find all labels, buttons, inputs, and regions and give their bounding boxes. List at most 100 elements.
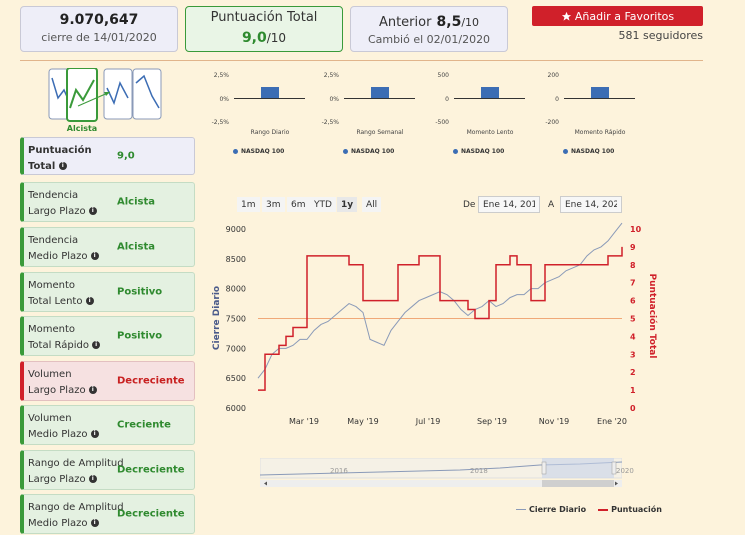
indicator-value: Decreciente	[117, 508, 185, 520]
indicator-card[interactable]: Tendencia Largo Plazo i Alcista	[20, 182, 195, 222]
range-button[interactable]: All	[362, 197, 382, 212]
score-box: Puntuación Total 9,0/10	[185, 6, 343, 52]
legend-score-label: Puntuación	[611, 505, 662, 514]
indicator-label-line1: Volumen	[28, 369, 72, 380]
mini-legend-label: NASDAQ 100	[461, 148, 505, 155]
legend-close-swatch	[516, 509, 526, 510]
y-tick-label: 6500	[226, 374, 246, 383]
info-icon[interactable]: i	[88, 386, 97, 394]
y-right-tick-label: 8	[630, 261, 636, 270]
indicator-label: Puntuación Total i	[28, 143, 92, 175]
close-date: cierre de 14/01/2020	[41, 31, 157, 44]
previous-label: Anterior	[378, 15, 432, 30]
mini-legend[interactable]: NASDAQ 100	[563, 148, 614, 155]
indicator-card[interactable]: Rango de Amplitud Largo Plazo i Decrecient…	[20, 450, 195, 490]
legend-close[interactable]: Cierre Diario	[516, 505, 586, 514]
y-right-tick-label: 1	[630, 386, 636, 395]
to-date-input[interactable]	[560, 196, 622, 213]
legend-close-label: Cierre Diario	[529, 505, 587, 514]
navigator-label-2020: 2020	[616, 467, 634, 475]
info-icon[interactable]: i	[90, 519, 99, 527]
indicator-label-line2: Medio Plazo	[28, 251, 88, 262]
close-box: 9.070,647 cierre de 14/01/2020	[20, 6, 178, 52]
mini-tick-mid: 0%	[329, 96, 339, 103]
y-right-tick-label: 7	[630, 279, 636, 288]
info-icon[interactable]: i	[58, 162, 67, 170]
y-tick-label: 8000	[226, 285, 246, 294]
indicator-value: Positivo	[117, 286, 163, 298]
main-legend: Cierre Diario Puntuación	[516, 505, 662, 514]
mini-chart-title: Momento Lento	[467, 129, 514, 136]
info-icon[interactable]: i	[90, 430, 99, 438]
indicator-card[interactable]: Momento Total Lento i Positivo	[20, 272, 195, 312]
indicator-label-line1: Puntuación	[28, 145, 92, 156]
indicator-card[interactable]: Puntuación Total i 9,0	[20, 137, 195, 175]
previous-suffix: /10	[461, 16, 480, 29]
indicator-value: Decreciente	[117, 375, 185, 387]
mini-bar-positive	[481, 87, 499, 98]
indicator-value: 9,0	[117, 150, 135, 162]
mini-legend[interactable]: NASDAQ 100	[453, 148, 504, 155]
mini-chart: 200 0 -200 Momento Rápido	[545, 72, 635, 136]
mini-tick-mid: 0%	[219, 96, 229, 103]
range-button[interactable]: 6m	[287, 197, 310, 212]
info-icon[interactable]: i	[88, 475, 97, 483]
indicator-label-line1: Rango de Amplitud	[28, 458, 124, 469]
from-date-input[interactable]	[478, 196, 540, 213]
indicator-value: Creciente	[117, 419, 171, 431]
indicator-label-line2: Largo Plazo	[28, 206, 86, 217]
indicator-label-line1: Volumen	[28, 413, 72, 424]
mini-chart-title: Momento Rápido	[575, 129, 626, 136]
mini-tick-top: 200	[548, 72, 560, 79]
mini-tick-mid: 0	[555, 96, 559, 103]
y-right-tick-label: 0	[630, 404, 636, 413]
indicator-value: Alcista	[117, 196, 156, 208]
add-favorites-button[interactable]: Añadir a Favoritos	[532, 6, 703, 26]
indicator-card[interactable]: Volumen Medio Plazo i Creciente	[20, 405, 195, 445]
indicator-card[interactable]: Rango de Amplitud Medio Plazo i Decrecient…	[20, 494, 195, 534]
indicator-label: Tendencia Medio Plazo i	[28, 233, 99, 265]
score-label: Puntuación Total	[210, 10, 318, 25]
mini-legend-label: NASDAQ 100	[571, 148, 615, 155]
score-series-line	[258, 246, 623, 391]
mini-legend[interactable]: NASDAQ 100	[343, 148, 394, 155]
indicator-card[interactable]: Volumen Largo Plazo i Decreciente	[20, 361, 195, 401]
mini-legend[interactable]: NASDAQ 100	[233, 148, 284, 155]
indicator-label-line2: Largo Plazo	[28, 385, 86, 396]
info-icon[interactable]: i	[90, 252, 99, 260]
score-value: 9,0	[241, 30, 267, 46]
navigator[interactable]: 2016 2018 2020	[259, 457, 634, 488]
mini-tick-mid: 0	[445, 96, 449, 103]
legend-dot-icon	[233, 149, 238, 154]
y-tick-label: 6000	[226, 404, 246, 413]
mini-legend-label: NASDAQ 100	[351, 148, 395, 155]
indicator-label-line1: Tendencia	[28, 235, 79, 246]
info-icon[interactable]: i	[92, 341, 101, 349]
indicator-card[interactable]: Tendencia Medio Plazo i Alcista	[20, 227, 195, 267]
indicator-label-line1: Rango de Amplitud	[28, 502, 124, 513]
score-suffix: /10	[266, 31, 287, 45]
range-button[interactable]: YTD	[310, 197, 336, 212]
range-button[interactable]: 1y	[337, 197, 358, 212]
navigator-label-2016: 2016	[330, 467, 348, 475]
x-tick-label: Sep '19	[477, 417, 507, 426]
indicator-value: Positivo	[117, 330, 163, 342]
mini-tick-bottom: -200	[545, 119, 559, 126]
mini-tick-top: 500	[438, 72, 450, 79]
indicator-label: Rango de Amplitud Medio Plazo i	[28, 500, 124, 532]
navigator-label-2018: 2018	[470, 467, 488, 475]
info-icon[interactable]: i	[85, 297, 94, 305]
mini-bar-positive	[371, 87, 389, 98]
legend-score[interactable]: Puntuación	[598, 505, 662, 514]
indicator-label: Momento Total Rápido i	[28, 322, 101, 354]
y-right-tick-label: 5	[630, 315, 636, 324]
info-icon[interactable]: i	[88, 207, 97, 215]
range-button[interactable]: 3m	[262, 197, 285, 212]
mini-legend-label: NASDAQ 100	[241, 148, 285, 155]
range-button[interactable]: 1m	[237, 197, 260, 212]
indicator-label-line1: Momento	[28, 324, 76, 335]
x-tick-label: May '19	[347, 417, 378, 426]
indicator-label: Tendencia Largo Plazo i	[28, 188, 97, 220]
y-right-axis-title: Puntuación Total	[647, 274, 658, 359]
indicator-card[interactable]: Momento Total Rápido i Positivo	[20, 316, 195, 356]
